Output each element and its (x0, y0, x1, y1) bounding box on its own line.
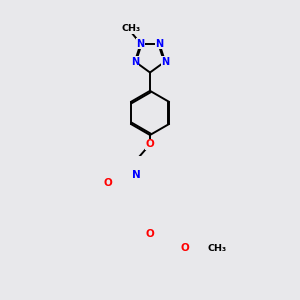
Text: CH₃: CH₃ (207, 244, 226, 253)
Text: N: N (155, 39, 164, 49)
Text: O: O (104, 178, 112, 188)
Text: O: O (180, 243, 189, 253)
Text: O: O (146, 139, 154, 149)
Text: N: N (136, 39, 145, 49)
Text: N: N (161, 56, 169, 67)
Text: CH₃: CH₃ (121, 24, 140, 33)
Text: O: O (146, 229, 154, 239)
Text: N: N (132, 170, 141, 180)
Text: N: N (131, 56, 139, 67)
